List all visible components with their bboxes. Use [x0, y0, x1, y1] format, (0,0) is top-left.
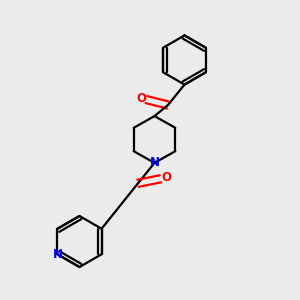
- Text: O: O: [136, 92, 146, 105]
- Text: O: O: [161, 171, 171, 184]
- Text: N: N: [149, 156, 160, 170]
- Text: N: N: [52, 248, 62, 261]
